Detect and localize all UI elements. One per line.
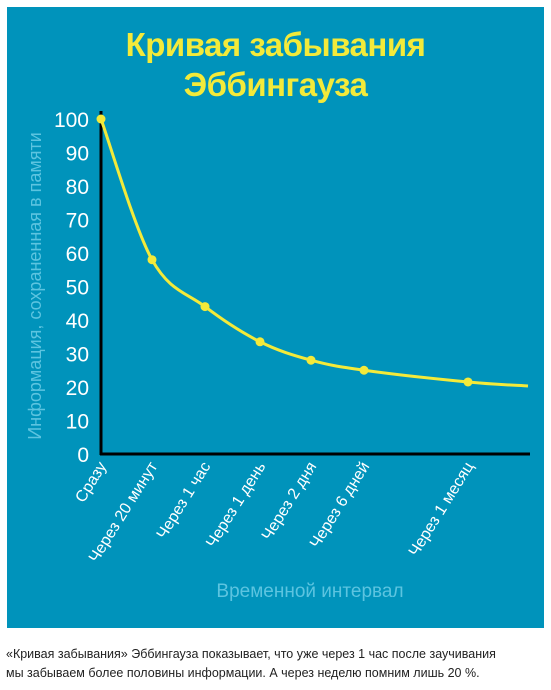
y-axis-ticks: 0 10 20 30 40 50 60 70 80 90 100 xyxy=(54,109,89,467)
data-point xyxy=(200,302,210,312)
x-tick-label: Через 2 дня xyxy=(259,459,321,543)
y-tick-label: 10 xyxy=(66,411,89,434)
chart-title: Кривая забывания Эббингауза xyxy=(7,25,544,105)
data-point xyxy=(359,365,369,375)
y-tick-label: 50 xyxy=(66,277,89,300)
y-tick-label: 20 xyxy=(66,377,89,400)
data-point xyxy=(306,355,316,365)
y-axis-label: Информация, сохраненная в памяти xyxy=(25,132,45,440)
y-tick-label: 80 xyxy=(66,176,89,199)
chart-title-line-1: Кривая забывания xyxy=(125,26,426,63)
data-point xyxy=(147,255,157,265)
y-tick-label: 30 xyxy=(66,344,89,367)
y-tick-label: 0 xyxy=(77,444,89,467)
chart-title-line-2: Эббингауза xyxy=(183,66,368,103)
data-points xyxy=(96,114,473,387)
caption: «Кривая забывания» Эббингауза показывает… xyxy=(6,645,546,683)
forgetting-curve-line xyxy=(99,118,529,388)
y-tick-label: 40 xyxy=(66,310,89,333)
y-tick-label: 70 xyxy=(66,210,89,233)
data-point xyxy=(463,377,473,387)
x-tick-label: Через 1 месяц xyxy=(406,459,478,559)
x-tick-label: Через 1 час xyxy=(154,459,215,542)
caption-line-2: мы забываем более половины информации. А… xyxy=(6,666,480,680)
x-axis-label: Временной интервал xyxy=(216,581,403,602)
y-tick-label: 90 xyxy=(66,143,89,166)
y-tick-label: 60 xyxy=(66,243,89,266)
caption-line-1: «Кривая забывания» Эббингауза показывает… xyxy=(6,647,496,661)
data-point xyxy=(96,114,106,124)
y-tick-label: 100 xyxy=(54,109,89,132)
data-point xyxy=(255,337,265,347)
chart-panel: Кривая забывания Эббингауза xyxy=(7,7,544,628)
x-tick-label: Через 1 день xyxy=(203,459,269,551)
